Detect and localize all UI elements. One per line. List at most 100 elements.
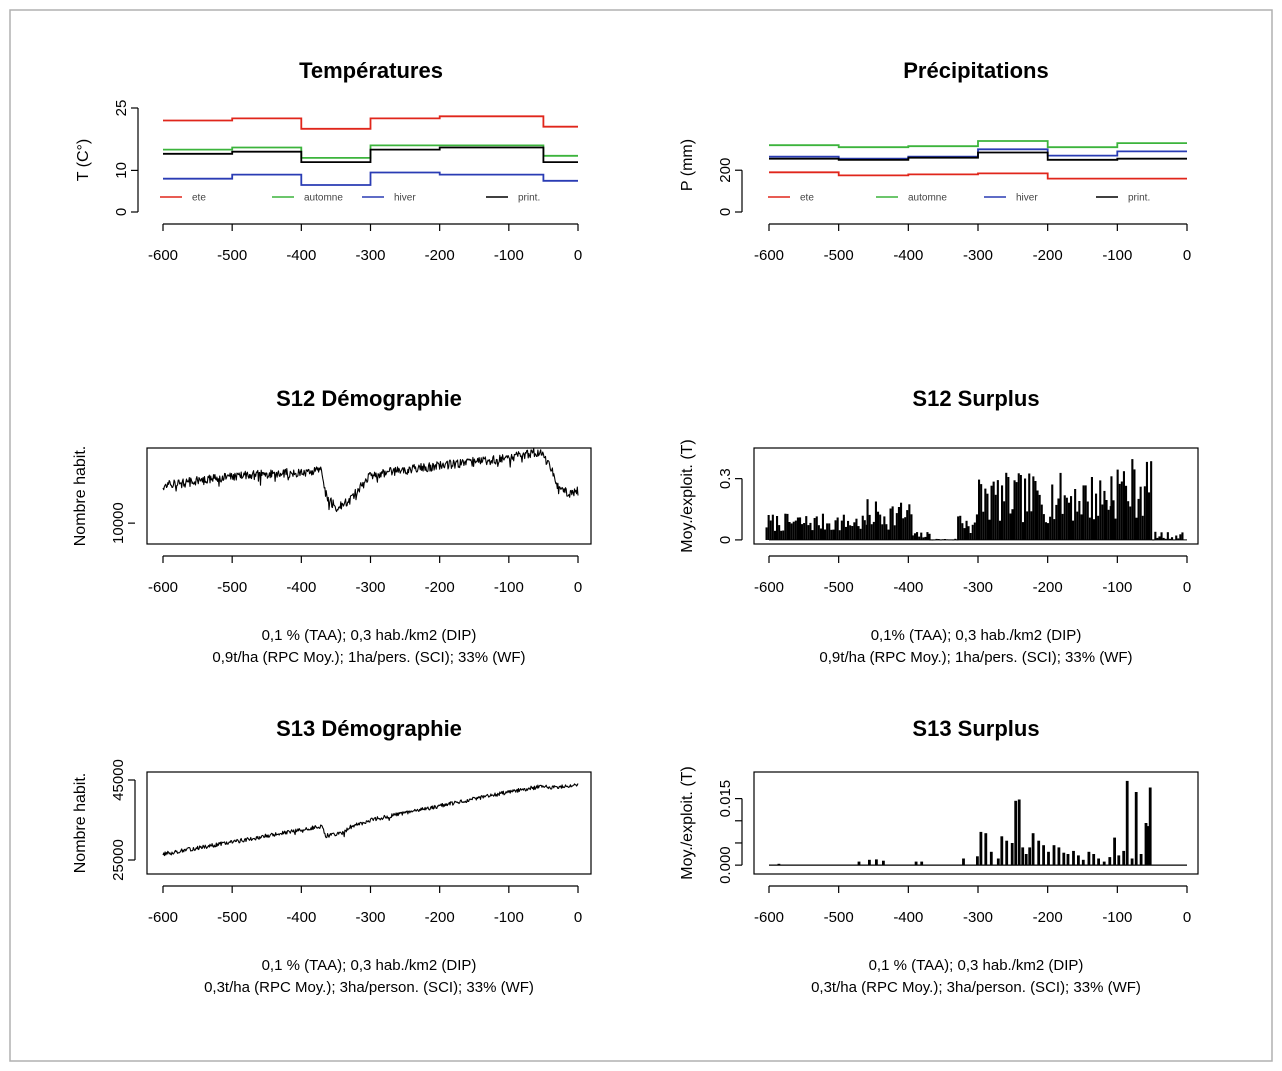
legend-label: hiver <box>1016 193 1038 204</box>
bar <box>1097 858 1100 866</box>
x-tick-label: 0 <box>1183 247 1191 264</box>
y-tick-label: 25000 <box>110 839 127 881</box>
bar <box>979 831 983 866</box>
bar <box>1037 840 1041 866</box>
x-tick-label: -300 <box>963 909 993 926</box>
bar <box>1062 852 1066 866</box>
bar <box>799 517 802 540</box>
bar <box>986 493 989 540</box>
bar <box>935 538 938 540</box>
bar <box>1102 861 1106 866</box>
bar <box>998 520 1001 540</box>
bar <box>1154 531 1157 540</box>
bar <box>1116 469 1119 540</box>
x-tick-label: -300 <box>963 579 993 596</box>
chart-s13s: S13 Surplus Moy./exploit. (T) 0.000 0.015 -6… <box>679 716 1199 996</box>
bar <box>782 530 785 540</box>
bar <box>868 859 871 866</box>
bar <box>885 524 888 540</box>
bar <box>875 859 878 866</box>
bar <box>796 517 799 540</box>
bar <box>990 485 993 540</box>
bar <box>1005 840 1009 866</box>
bar <box>1131 459 1134 540</box>
chart-caption-line: 0,1% (TAA); 0,3 hab./km2 (DIP) <box>871 627 1082 644</box>
bar <box>1144 823 1148 866</box>
bar <box>1135 517 1138 540</box>
bar <box>910 514 913 540</box>
x-tick-label: -600 <box>148 247 178 264</box>
x-tick-label: -200 <box>425 247 455 264</box>
x-tick-label: -400 <box>893 247 923 264</box>
bar <box>959 515 962 540</box>
bar <box>1097 515 1100 540</box>
bar <box>922 537 925 540</box>
bar <box>877 511 880 540</box>
bar <box>1003 501 1006 540</box>
bar <box>1082 485 1085 540</box>
bar <box>788 522 791 540</box>
bar <box>1107 509 1110 540</box>
bar <box>866 499 869 540</box>
chart-caption-line: 0,9t/ha (RPC Moy.); 1ha/pers. (SCI); 33%… <box>212 649 525 666</box>
bar <box>1143 486 1146 540</box>
bar <box>924 536 927 540</box>
y-axis-label: Nombre habit. <box>72 773 89 874</box>
plot-box <box>753 447 1199 545</box>
bar <box>992 481 995 540</box>
bar <box>1057 498 1060 540</box>
bar <box>838 530 841 540</box>
legend-label: print. <box>1128 193 1150 204</box>
bar <box>911 535 914 540</box>
bar <box>1146 826 1150 866</box>
bar <box>897 507 900 540</box>
chart-title: Précipitations <box>903 58 1048 83</box>
chart-caption-line: 0,1 % (TAA); 0,3 hab./km2 (DIP) <box>262 957 477 974</box>
bar <box>1001 485 1004 540</box>
bar <box>821 513 824 540</box>
bar <box>1125 485 1128 540</box>
bar <box>801 524 804 540</box>
bar <box>1026 511 1029 540</box>
y-axis-label: T (C°) <box>75 139 92 182</box>
bar <box>1181 532 1184 540</box>
bar <box>861 515 864 540</box>
bar <box>874 501 877 540</box>
bar <box>824 529 827 540</box>
x-tick-label: -500 <box>824 909 854 926</box>
bar <box>954 538 957 540</box>
bar <box>832 529 835 540</box>
bar <box>963 528 966 540</box>
x-tick-label: -100 <box>1102 247 1132 264</box>
x-tick-label: -600 <box>754 909 784 926</box>
y-axis-label: Moy./exploit. (T) <box>679 439 696 553</box>
x-tick-label: -300 <box>355 579 385 596</box>
bar <box>1070 496 1073 540</box>
y-axis-label: P (mm) <box>679 139 696 191</box>
bar <box>975 514 978 540</box>
bar <box>994 494 997 540</box>
bar <box>1076 511 1079 540</box>
bar <box>881 524 884 540</box>
bar <box>868 514 871 540</box>
bar <box>1148 492 1151 540</box>
x-tick-label: -400 <box>893 579 923 596</box>
bar <box>1118 483 1121 540</box>
bar <box>863 520 866 540</box>
y-axis-label: Nombre habit. <box>72 446 89 547</box>
x-tick-label: -600 <box>148 579 178 596</box>
chart-caption-line: 0,9t/ha (RPC Moy.); 1ha/pers. (SCI); 33%… <box>819 649 1132 666</box>
bar <box>882 860 885 866</box>
bar <box>984 488 987 540</box>
bar <box>1125 780 1129 866</box>
y-tick-label: 200 <box>717 158 734 183</box>
bar <box>1130 858 1134 866</box>
bar <box>778 525 781 540</box>
series-line <box>162 783 579 857</box>
bar <box>978 479 981 540</box>
bar <box>1081 859 1085 866</box>
bar <box>777 863 781 866</box>
bar <box>969 533 972 540</box>
y-tick-label: 10000 <box>110 502 127 544</box>
bar <box>961 523 964 540</box>
